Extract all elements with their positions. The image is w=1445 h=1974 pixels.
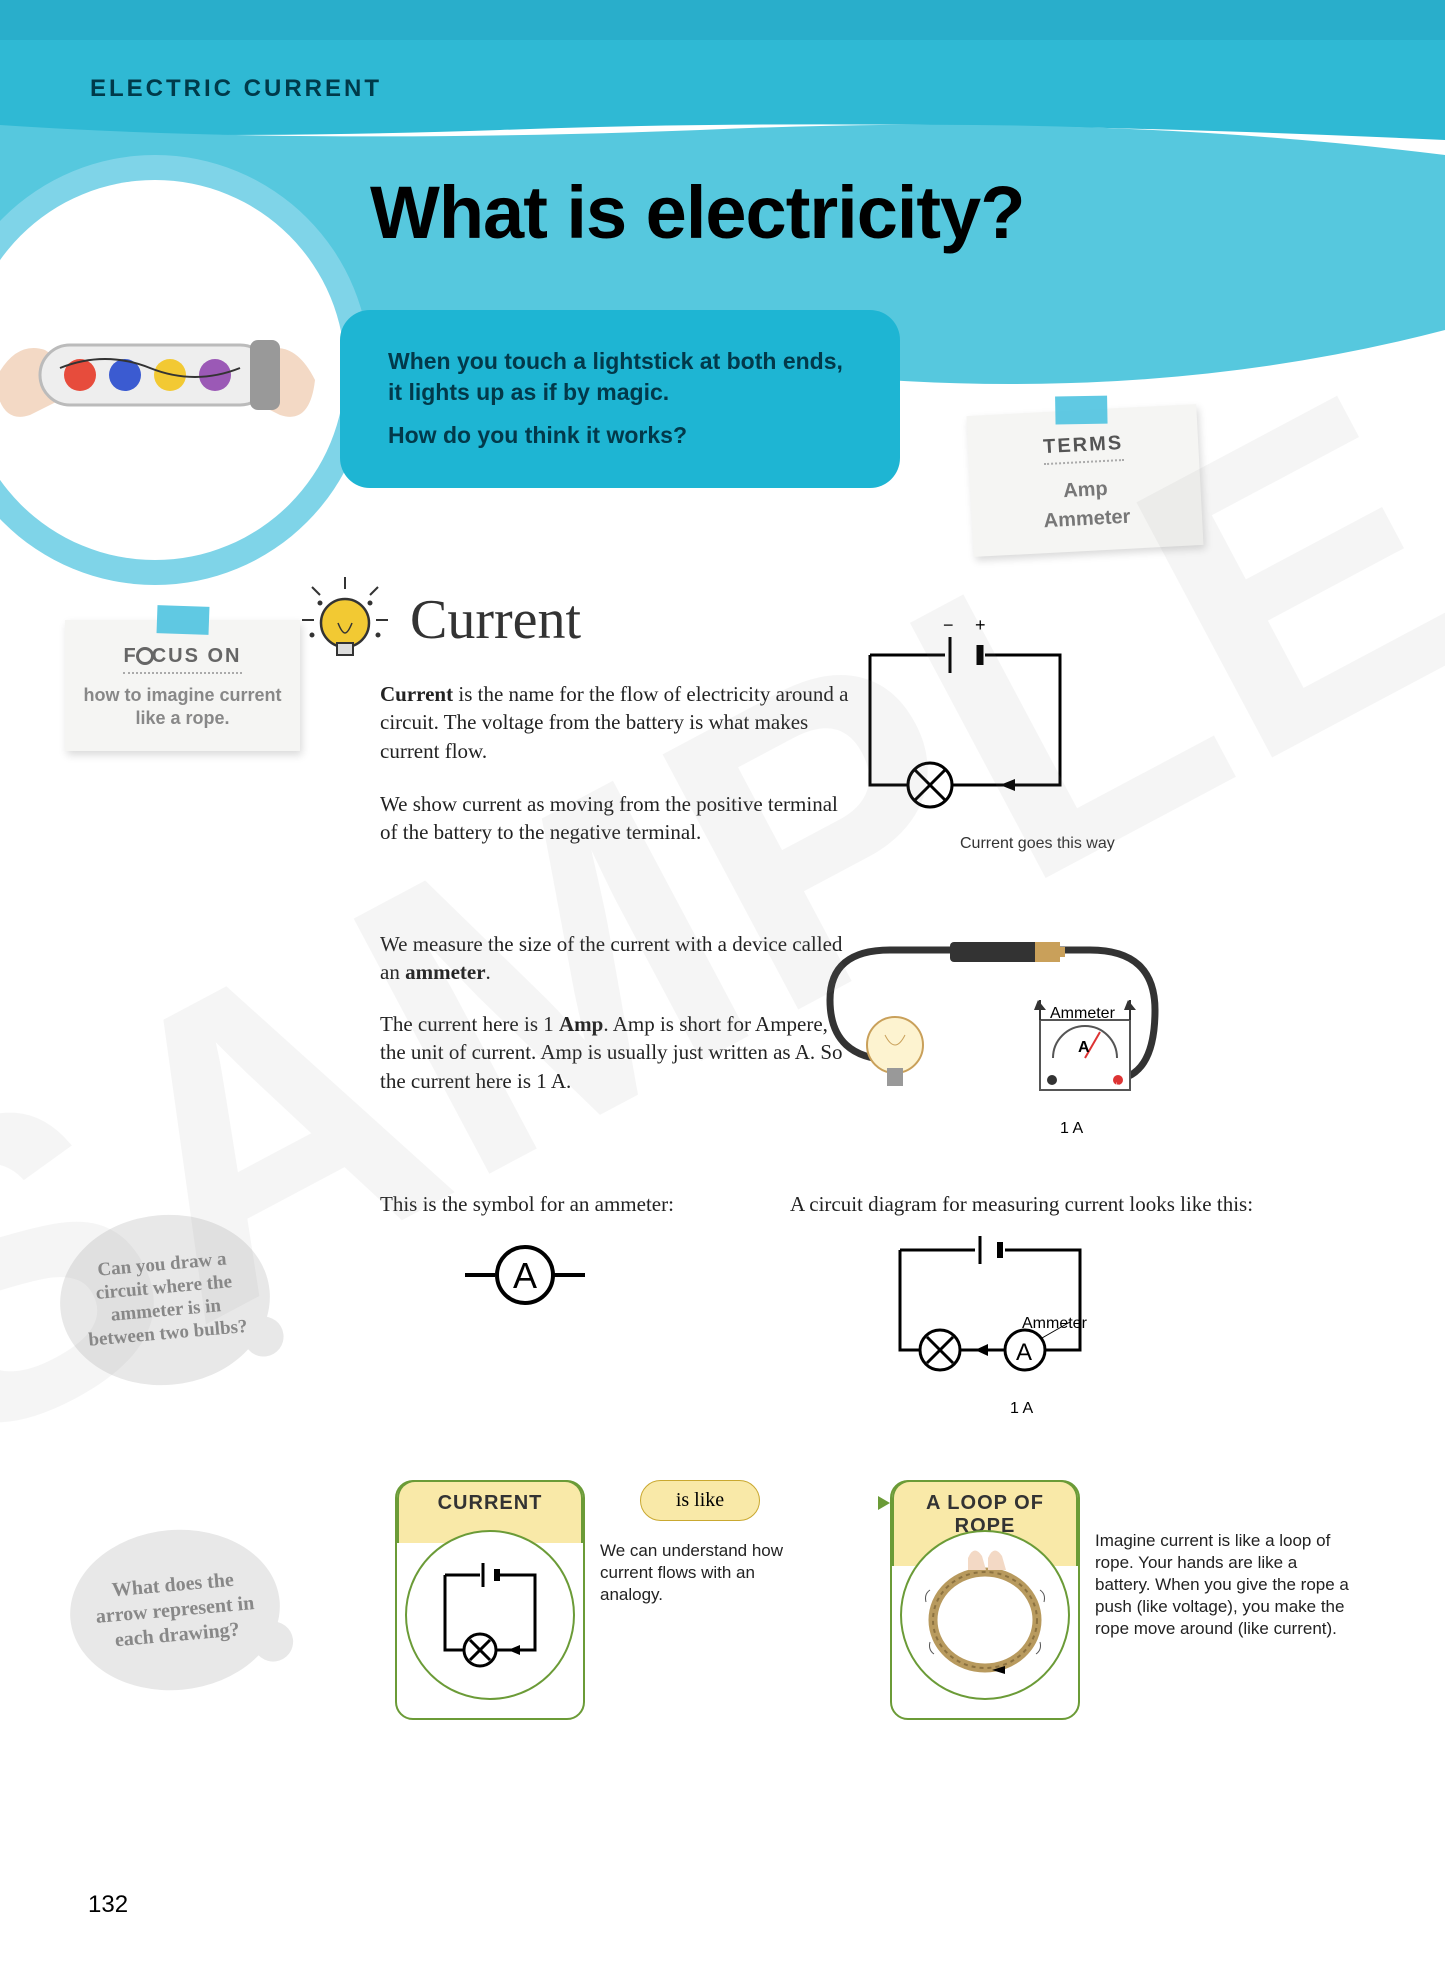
terms-heading: TERMS xyxy=(1043,432,1124,465)
page-title: What is electricity? xyxy=(370,170,1024,255)
lightstick-illustration xyxy=(0,240,325,500)
bubble2-text: What does the arrow represent in each dr… xyxy=(87,1565,263,1655)
analogy-text-1: We can understand how current flows with… xyxy=(600,1540,810,1606)
tape-icon xyxy=(1055,396,1107,425)
symbol-letter: A xyxy=(513,1255,537,1296)
intro-line2: How do you think it works? xyxy=(388,420,852,451)
gauge-letter: A xyxy=(1078,1039,1090,1056)
svg-text:−: − xyxy=(1045,1080,1050,1090)
circuit2-label: Ammeter xyxy=(1022,1315,1087,1333)
term-2: Ammeter xyxy=(990,503,1185,536)
paragraph-4: The current here is 1 Amp. Amp is short … xyxy=(380,1010,850,1095)
bubble-tail-icon xyxy=(249,1617,298,1666)
analogy-text-2: Imagine current is like a loop of rope. … xyxy=(1095,1530,1355,1640)
intro-line1: When you touch a lightstick at both ends… xyxy=(388,346,852,408)
paragraph-3: We measure the size of the current with … xyxy=(380,930,850,987)
ammeter-value: 1 A xyxy=(1060,1120,1083,1138)
terms-sticky-note: TERMS Amp Ammeter xyxy=(966,404,1203,557)
term-1: Amp xyxy=(988,474,1183,507)
neg-label: − xyxy=(943,615,954,635)
svg-text:+: + xyxy=(1114,1080,1119,1090)
question-bubble-1: Can you draw a circuit where the ammeter… xyxy=(53,1206,277,1394)
focus-heading: FCUS ON xyxy=(123,644,241,674)
bubble-tail-icon xyxy=(239,1312,288,1361)
paragraph-5: This is the symbol for an ammeter: xyxy=(380,1190,700,1218)
textbook-page: ELECTRIC CURRENT What is electricity? Wh… xyxy=(0,0,1445,1974)
magnifier-icon xyxy=(136,647,154,665)
paragraph-2: We show current as moving from the posit… xyxy=(380,790,850,847)
circuit1-caption: Current goes this way xyxy=(960,835,1115,853)
ammeter-label: Ammeter xyxy=(1050,1005,1115,1023)
ammeter-symbol: A xyxy=(460,1240,590,1310)
focus-sticky-note: FCUS ON how to imagine current like a ro… xyxy=(65,620,300,751)
section-title: Current xyxy=(410,588,581,652)
circuit-diagram-basic: − + xyxy=(830,615,1110,825)
analogy-circle-2 xyxy=(900,1530,1070,1700)
intro-callout: When you touch a lightstick at both ends… xyxy=(340,310,900,488)
bubble1-text: Can you draw a circuit where the ammeter… xyxy=(76,1247,253,1353)
analogy-box-current: CURRENT xyxy=(395,1480,585,1720)
pos-label: + xyxy=(975,615,986,635)
section-heading: Current xyxy=(300,575,581,665)
analogy-connector: is like xyxy=(640,1480,760,1521)
page-number: 132 xyxy=(88,1891,128,1919)
tape-icon xyxy=(156,605,209,635)
chapter-label: ELECTRIC CURRENT xyxy=(90,75,382,103)
analogy-box-rope: A LOOP OF ROPE xyxy=(890,1480,1080,1720)
lightbulb-icon xyxy=(300,575,390,665)
rope-loop-icon xyxy=(910,1540,1060,1690)
question-bubble-2: What does the arrow represent in each dr… xyxy=(63,1521,286,1699)
circuit2-value: 1 A xyxy=(1010,1400,1033,1418)
focus-body: how to imagine current like a rope. xyxy=(83,684,282,731)
analogy-arrow-head-icon xyxy=(878,1496,890,1510)
analogy-circle-1 xyxy=(405,1530,575,1700)
mini-circuit-icon xyxy=(425,1555,555,1675)
circuit2-letter: A xyxy=(1016,1339,1032,1366)
paragraph-1: Current is the name for the flow of elec… xyxy=(380,680,850,765)
paragraph-6: A circuit diagram for measuring current … xyxy=(790,1190,1330,1218)
focus-post: CUS ON xyxy=(152,645,242,667)
ammeter-photo-diagram: A − + xyxy=(820,930,1170,1120)
circuit-diagram-ammeter: A xyxy=(870,1230,1130,1390)
